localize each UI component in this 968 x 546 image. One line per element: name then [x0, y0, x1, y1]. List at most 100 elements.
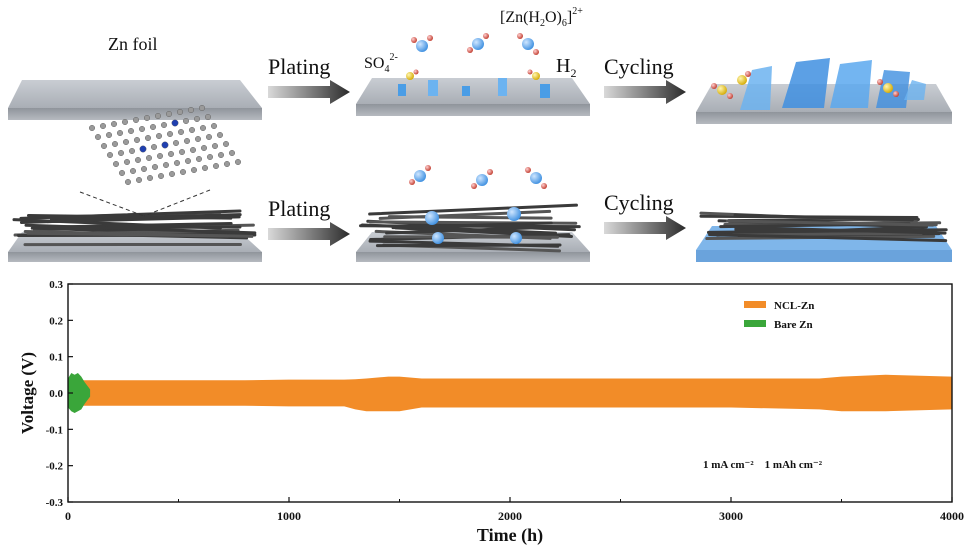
carbon-atom: [128, 147, 135, 154]
condition-annotation: 1 mA cm⁻² 1 mAh cm⁻²: [703, 459, 823, 471]
carbon-atom: [88, 124, 95, 131]
ncl-coated-slab: [8, 209, 262, 262]
carbon-atom: [121, 118, 128, 125]
carbon-atom: [154, 112, 161, 119]
carbon-atom: [132, 116, 139, 123]
cycling-arrow-bottom: [604, 216, 686, 240]
carbon-atom: [160, 121, 167, 128]
legend: NCL-Zn Bare Zn: [744, 300, 814, 331]
carbon-atom: [150, 143, 157, 150]
carbon-atom: [151, 163, 158, 170]
hydrated-zinc-ions-bottom: [409, 165, 547, 244]
x-axis-label: Time (h): [477, 525, 543, 546]
y-tick-label: 0.3: [49, 279, 63, 291]
carbon-fiber: [44, 225, 242, 230]
carbon-atom: [134, 156, 141, 163]
nitrogen-atom: [139, 145, 147, 153]
carbon-atom: [184, 157, 191, 164]
carbon-atom: [124, 178, 131, 185]
carbon-atom: [216, 131, 223, 138]
y-tick-label: 0.0: [49, 388, 63, 400]
carbon-atom: [127, 127, 134, 134]
cycling-arrow-top: [604, 80, 686, 104]
legend-label-bare-zn: Bare Zn: [774, 319, 813, 331]
y-tick-label: -0.1: [46, 424, 63, 436]
carbon-atom: [118, 169, 125, 176]
carbon-atom: [178, 148, 185, 155]
plating-arrow-top: [268, 80, 350, 104]
carbon-atom: [156, 152, 163, 159]
carbon-atom: [198, 104, 205, 111]
carbon-atom: [117, 149, 124, 156]
carbon-atom: [165, 110, 172, 117]
graphene-lattice-inset: [88, 104, 241, 185]
carbon-atom: [183, 137, 190, 144]
plating-label-bottom: Plating: [268, 196, 330, 221]
carbon-atom: [201, 164, 208, 171]
carbon-atom: [190, 166, 197, 173]
x-tick-label: 1000: [277, 509, 301, 523]
carbon-atom: [189, 146, 196, 153]
carbon-atom: [105, 131, 112, 138]
plating-arrow-bottom: [268, 222, 350, 246]
carbon-atom: [116, 129, 123, 136]
carbon-fiber: [26, 231, 230, 238]
carbon-atom: [123, 158, 130, 165]
carbon-atom: [135, 176, 142, 183]
zn-foil-label: Zn foil: [108, 34, 158, 54]
carbon-atom: [149, 123, 156, 130]
carbon-atom: [143, 114, 150, 121]
carbon-atom: [167, 150, 174, 157]
carbon-atom: [112, 160, 119, 167]
carbon-atom: [129, 167, 136, 174]
carbon-atom: [200, 144, 207, 151]
nitrogen-atom: [161, 141, 169, 149]
cycled-slab-dendrites: [696, 58, 952, 124]
carbon-atom: [222, 140, 229, 147]
carbon-atom: [138, 125, 145, 132]
carbon-atom: [205, 133, 212, 140]
carbon-atom: [188, 126, 195, 133]
carbon-atom: [146, 174, 153, 181]
carbon-atom: [144, 134, 151, 141]
carbon-atom: [223, 160, 230, 167]
x-tick-label: 0: [65, 509, 71, 523]
carbon-atom: [194, 135, 201, 142]
y-tick-label: 0.1: [49, 352, 63, 364]
x-tick-label: 2000: [498, 509, 522, 523]
carbon-atom: [145, 154, 152, 161]
carbon-fiber: [378, 209, 552, 220]
hydrated-zinc-ions-top: [406, 33, 540, 80]
carbon-atom: [234, 158, 241, 165]
carbon-atom: [177, 128, 184, 135]
y-axis-label: Voltage (V): [18, 352, 37, 434]
carbon-atom: [168, 170, 175, 177]
carbon-atom: [110, 120, 117, 127]
carbon-atom: [176, 108, 183, 115]
plated-slab-top: [356, 78, 590, 116]
carbon-atom: [206, 153, 213, 160]
carbon-atom: [212, 162, 219, 169]
zinc-complex-label: [Zn(H2O)6]2+: [500, 6, 583, 29]
carbon-fiber: [725, 219, 935, 227]
legend-swatch-ncl-zn: [744, 301, 766, 308]
carbon-fiber: [708, 233, 948, 243]
y-tick-label: 0.2: [49, 315, 63, 327]
mechanism-schematic: Zn foil Plating SO42- [Zn(H2O)6]2+ H2 Cy…: [8, 6, 952, 262]
carbon-fiber: [383, 235, 559, 239]
hydrogen-label: H2: [556, 55, 576, 80]
carbon-atom: [193, 115, 200, 122]
carbon-atom: [211, 142, 218, 149]
carbon-atom: [100, 142, 107, 149]
carbon-atom: [173, 159, 180, 166]
carbon-fiber: [706, 228, 948, 234]
legend-label-ncl-zn: NCL-Zn: [774, 300, 814, 312]
carbon-atom: [111, 140, 118, 147]
carbon-atom: [133, 136, 140, 143]
carbon-atom: [195, 155, 202, 162]
cycling-label-bottom: Cycling: [604, 190, 674, 215]
carbon-atom: [94, 133, 101, 140]
carbon-atom: [106, 151, 113, 158]
carbon-fiber: [733, 213, 914, 222]
